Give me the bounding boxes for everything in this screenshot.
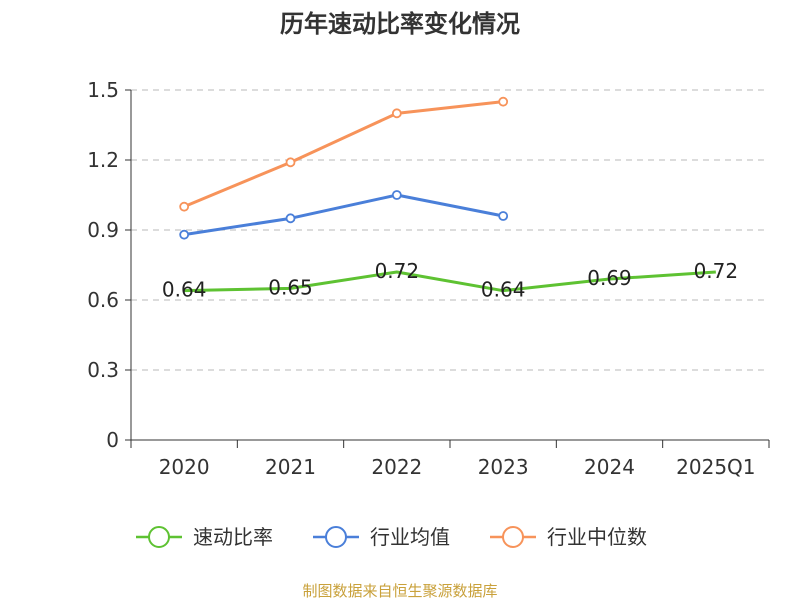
- data-label: 0.64: [162, 278, 207, 302]
- y-tick-label: 0.3: [87, 358, 119, 382]
- legend-label: 行业均值: [370, 525, 450, 549]
- x-tick-label: 2020: [159, 455, 210, 479]
- axes: 0 0.3 0.6 0.9 1.2 1.5 2020 2021 2022 2023 2024 2025…: [87, 78, 770, 479]
- series-line-2: [183, 193, 504, 237]
- x-tick-label: 2024: [584, 455, 635, 479]
- legend-label: 行业中位数: [547, 525, 647, 549]
- series-group: 0.64 0.65 0.72 0.64 0.69 0.72: [162, 96, 739, 302]
- data-label: 0.65: [268, 275, 313, 299]
- y-tick-label: 0.9: [87, 218, 119, 242]
- data-point: [391, 190, 402, 200]
- grid-lines: [131, 89, 769, 371]
- x-tick-label: 2022: [371, 455, 422, 479]
- legend-item-2[interactable]: 行业均值: [313, 525, 450, 549]
- legend-marker: [502, 526, 524, 548]
- x-tick-label: 2021: [265, 455, 316, 479]
- data-point: [391, 108, 402, 119]
- data-point: [498, 96, 509, 107]
- data-label: 0.69: [587, 266, 632, 290]
- y-tick-label: 0: [106, 428, 119, 452]
- legend-marker: [325, 526, 347, 548]
- series-line-3: [183, 100, 504, 209]
- data-point: [285, 157, 296, 168]
- data-label: 0.72: [375, 259, 420, 283]
- data-point: [179, 229, 190, 240]
- legend-marker: [148, 526, 170, 548]
- data-point: [179, 201, 190, 212]
- data-label: 0.72: [694, 259, 739, 283]
- y-tick-label: 1.5: [87, 78, 119, 102]
- x-tick-label: 2023: [478, 455, 529, 479]
- chart-title: 历年速动比率变化情况: [280, 10, 520, 38]
- x-tick-label: 2025Q1: [676, 455, 755, 479]
- legend[interactable]: 速动比率 行业均值 行业中位数: [136, 525, 647, 549]
- y-tick-label: 0.6: [87, 288, 119, 312]
- data-label: 0.64: [481, 278, 526, 302]
- data-point: [498, 211, 509, 221]
- legend-item-3[interactable]: 行业中位数: [490, 525, 647, 549]
- data-point: [285, 213, 296, 224]
- series-line-1: [184, 270, 716, 293]
- legend-label: 速动比率: [193, 525, 273, 549]
- source-note: 制图数据来自恒生聚源数据库: [302, 582, 497, 600]
- legend-item-1[interactable]: 速动比率: [136, 525, 273, 549]
- y-tick-label: 1.2: [87, 148, 119, 172]
